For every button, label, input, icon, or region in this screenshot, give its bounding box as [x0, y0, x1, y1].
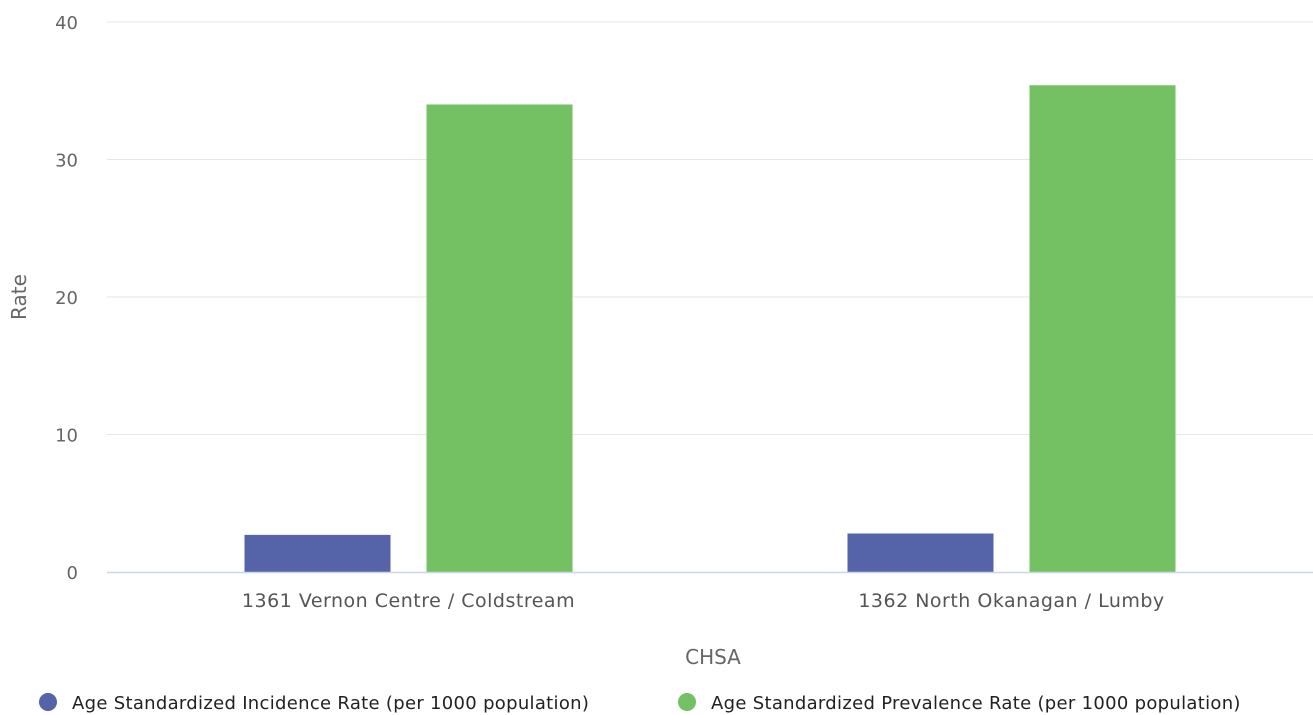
x-category-label: 1361 Vernon Centre / Coldstream [242, 590, 575, 612]
y-tick-label: 30 [55, 151, 78, 172]
y-tick-label: 20 [55, 288, 78, 309]
bar-incidence-2[interactable] [847, 533, 994, 573]
legend-marker-icon [678, 693, 696, 711]
y-tick-label: 0 [67, 563, 78, 584]
bar-prevalence-1[interactable] [426, 104, 573, 573]
legend-label: Age Standardized Prevalence Rate (per 10… [711, 693, 1241, 714]
x-axis-categories: 1361 Vernon Centre / Coldstream 1362 Nort… [242, 590, 1164, 612]
legend-label: Age Standardized Incidence Rate (per 100… [72, 693, 589, 714]
x-category-label: 1362 North Okanagan / Lumby [858, 590, 1164, 612]
y-axis-title: Rate [7, 274, 31, 320]
legend: Age Standardized Incidence Rate (per 100… [39, 693, 1241, 714]
bar-incidence-1[interactable] [244, 534, 391, 572]
x-axis-title: CHSA [685, 645, 741, 669]
y-tick-label: 40 [55, 13, 78, 34]
y-axis-ticks: 0 10 20 30 40 [55, 13, 78, 584]
legend-item-prevalence[interactable]: Age Standardized Prevalence Rate (per 10… [678, 693, 1241, 714]
y-tick-label: 10 [55, 426, 78, 447]
legend-marker-icon [39, 693, 57, 711]
legend-item-incidence[interactable]: Age Standardized Incidence Rate (per 100… [39, 693, 589, 714]
bar-prevalence-2[interactable] [1029, 85, 1176, 572]
bars [244, 85, 1176, 573]
